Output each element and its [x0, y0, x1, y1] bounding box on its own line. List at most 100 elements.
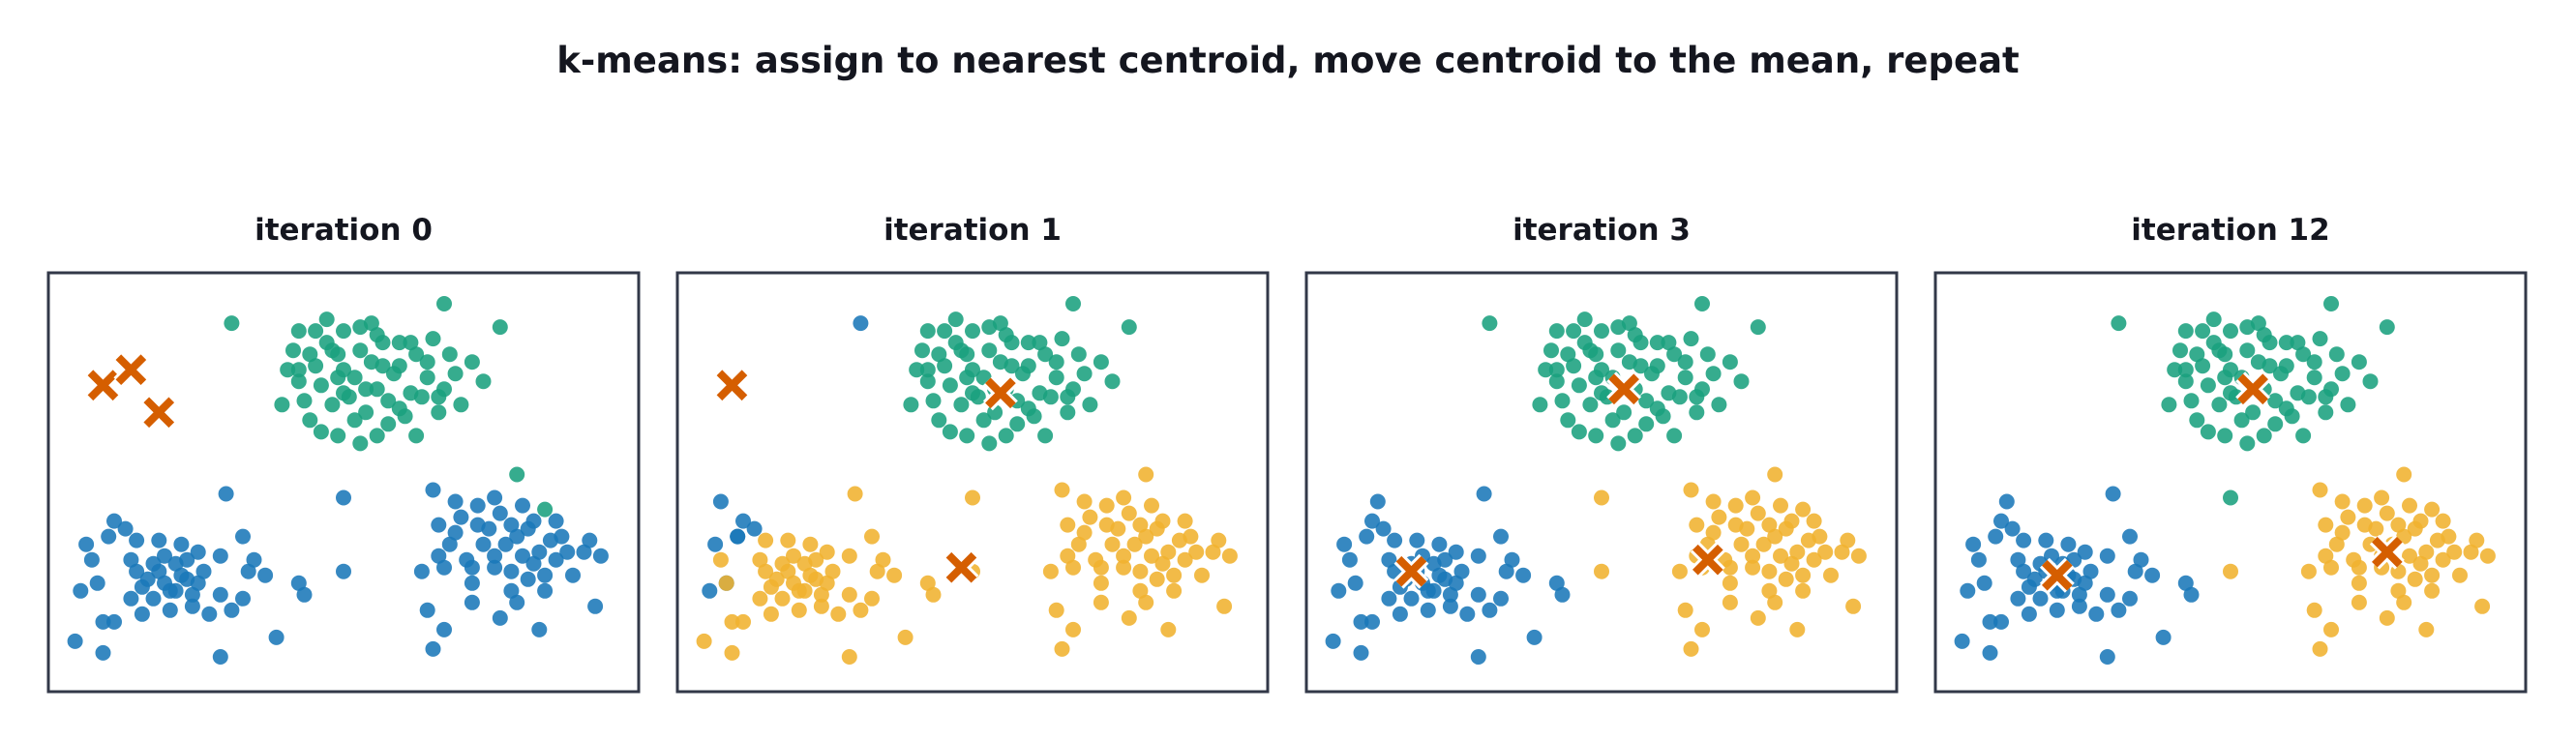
data-point — [1689, 517, 1705, 533]
data-point — [2407, 571, 2423, 587]
data-point — [2021, 606, 2037, 622]
data-point — [352, 342, 369, 359]
centroid-marker — [2039, 557, 2075, 593]
data-point — [1982, 644, 1998, 661]
data-point — [1532, 397, 1548, 413]
data-point — [330, 428, 346, 444]
data-point — [1042, 563, 1059, 579]
data-point — [1576, 311, 1593, 328]
data-point — [1767, 594, 1783, 610]
data-point — [2300, 563, 2317, 579]
data-point — [1594, 489, 1609, 506]
data-point — [123, 551, 139, 568]
data-point — [1840, 532, 1856, 548]
data-point — [285, 342, 301, 359]
data-point — [2323, 559, 2339, 576]
figure-title: k-means: assign to nearest centroid, mov… — [556, 40, 2019, 81]
data-point — [184, 586, 200, 603]
data-point — [1778, 571, 1794, 587]
data-point — [2122, 528, 2138, 545]
data-point — [981, 435, 998, 452]
data-point — [2340, 509, 2356, 525]
data-point — [1733, 373, 1750, 390]
data-point — [1420, 602, 1436, 618]
data-point — [2351, 354, 2367, 370]
data-point — [403, 335, 419, 351]
data-point — [453, 509, 469, 525]
data-point — [2010, 590, 2026, 607]
data-point — [2223, 385, 2238, 401]
data-point — [2172, 342, 2188, 359]
data-point — [1065, 296, 1081, 311]
data-point — [1221, 548, 1238, 564]
data-point — [1560, 412, 1576, 429]
data-point — [959, 370, 975, 386]
data-point — [1070, 536, 1087, 552]
panel-frame — [1304, 271, 1899, 694]
data-point — [2424, 582, 2441, 599]
data-point — [1470, 586, 1486, 603]
data-point — [2351, 575, 2367, 591]
data-point — [302, 346, 318, 363]
data-point — [2396, 466, 2412, 483]
data-point — [1761, 517, 1778, 533]
data-point — [1098, 497, 1115, 514]
data-point — [2239, 435, 2256, 452]
data-point — [509, 528, 525, 545]
data-point — [1093, 594, 1109, 610]
data-point — [1453, 563, 1470, 579]
data-point — [1482, 315, 1498, 332]
data-point — [2217, 370, 2233, 386]
data-point — [1733, 536, 1750, 552]
data-point — [212, 548, 228, 564]
data-point — [1745, 489, 1761, 506]
data-point — [1381, 551, 1397, 568]
data-point — [2312, 331, 2328, 347]
data-point — [2295, 428, 2312, 444]
data-point — [235, 528, 251, 545]
data-point — [830, 606, 847, 622]
data-point — [2088, 606, 2105, 622]
data-point — [1806, 513, 1822, 529]
data-point — [453, 397, 469, 413]
data-point — [1970, 551, 1987, 568]
data-point — [1683, 482, 1699, 498]
data-point — [813, 598, 829, 614]
data-point — [123, 590, 139, 607]
data-point — [1205, 544, 1221, 560]
data-point — [2362, 373, 2379, 390]
data-point — [1211, 532, 1227, 548]
data-point — [1773, 548, 1788, 564]
data-point — [841, 649, 857, 665]
data-point — [2379, 505, 2395, 521]
data-point — [1548, 373, 1565, 390]
data-point — [73, 582, 89, 599]
data-point — [2402, 548, 2417, 564]
data-point — [1588, 370, 1604, 386]
data-point — [1806, 551, 1822, 568]
data-point — [2177, 373, 2194, 390]
data-point — [1138, 594, 1154, 610]
data-point — [1722, 594, 1738, 610]
data-point — [363, 315, 379, 332]
data-point — [89, 575, 105, 591]
data-point — [1020, 400, 1036, 417]
data-point — [1065, 559, 1081, 576]
data-point — [1121, 609, 1137, 626]
data-point — [1566, 358, 1582, 374]
data-point — [391, 400, 407, 417]
data-point — [1666, 428, 1683, 444]
data-point — [2396, 594, 2412, 610]
data-point — [1054, 331, 1070, 347]
data-point — [1789, 544, 1806, 560]
data-point — [1705, 366, 1722, 382]
data-point — [441, 536, 458, 552]
data-point — [487, 548, 503, 564]
data-point — [145, 590, 162, 607]
data-point — [2306, 354, 2322, 370]
data-point — [1116, 489, 1132, 506]
data-point — [752, 590, 768, 607]
data-point — [2189, 412, 2205, 429]
data-point — [101, 528, 117, 545]
centroid-marker — [85, 368, 121, 403]
